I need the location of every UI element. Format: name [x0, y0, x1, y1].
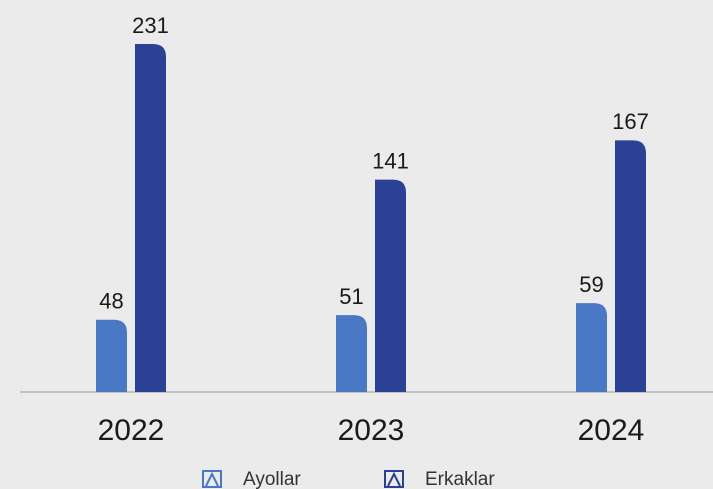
legend-label: Erkaklar — [425, 469, 495, 489]
bar — [96, 319, 127, 392]
data-label: 59 — [579, 272, 603, 297]
legend-label: Ayollar — [243, 469, 301, 489]
x-tick-label: 2024 — [578, 414, 645, 447]
legend-item: Erkaklar — [384, 469, 495, 489]
legend-item: Ayollar — [202, 469, 301, 489]
legend-icon-mark — [205, 471, 219, 487]
x-tick-label: 2023 — [338, 414, 405, 447]
data-label: 231 — [132, 13, 169, 38]
legend-icon — [202, 470, 222, 488]
data-label: 51 — [339, 284, 363, 309]
bar — [615, 140, 646, 392]
legend-icon — [384, 470, 404, 488]
data-label: 141 — [372, 148, 409, 173]
x-tick-label: 2022 — [98, 414, 165, 447]
data-label: 48 — [99, 289, 123, 314]
bar — [576, 303, 607, 392]
bar — [375, 179, 406, 392]
bar — [336, 315, 367, 392]
data-label: 167 — [612, 109, 649, 134]
bar — [135, 44, 166, 392]
legend-icon-mark — [387, 471, 401, 487]
